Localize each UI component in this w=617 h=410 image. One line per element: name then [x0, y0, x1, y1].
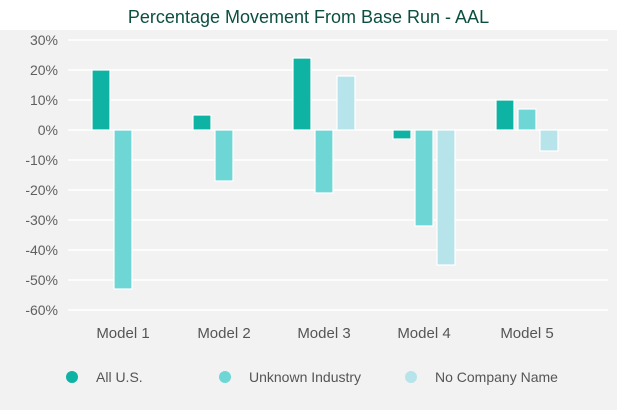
y-tick-label: -60% [25, 302, 58, 318]
legend: All U.S. Unknown Industry No Company Name [66, 369, 558, 385]
y-axis-ticks: 30% 20% 10% 0% -10% -20% -30% -40% -50% -60% [25, 32, 58, 318]
legend-marker [219, 371, 231, 383]
legend-label: Unknown Industry [249, 369, 361, 385]
y-tick-label: -30% [25, 212, 58, 228]
bar-2-1 [113, 129, 133, 290]
bar-1-4 [392, 129, 412, 140]
bar-3-3 [336, 75, 356, 131]
y-tick-label: 30% [30, 32, 58, 48]
chart-title: Percentage Movement From Base Run - AAL [127, 7, 490, 27]
y-tick-label: -50% [25, 272, 58, 288]
category-labels: Model 1 Model 2 Model 3 Model 4 Model 5 [96, 325, 553, 342]
category-label: Model 3 [297, 325, 350, 342]
bar-1-1 [91, 69, 111, 131]
category-label: Model 4 [397, 325, 450, 342]
bar-1-2 [192, 114, 212, 131]
bar-2-5 [517, 108, 537, 131]
category-label: Model 2 [197, 325, 250, 342]
y-tick-label: -40% [25, 242, 58, 258]
bar-2-3 [314, 129, 334, 194]
y-tick-label: 10% [30, 92, 58, 108]
bar-3-5 [539, 129, 559, 152]
legend-marker [66, 371, 78, 383]
legend-label: All U.S. [96, 369, 143, 385]
legend-label: No Company Name [435, 369, 558, 385]
category-label: Model 1 [96, 325, 149, 342]
grid-lines [68, 39, 608, 311]
category-label: Model 5 [500, 325, 553, 342]
bar-3-4 [436, 129, 456, 266]
y-tick-label: 20% [30, 62, 58, 78]
bar-2-4 [414, 129, 434, 227]
bars [91, 57, 559, 290]
y-tick-label: 0% [38, 122, 58, 138]
bar-1-3 [292, 57, 312, 131]
bar-2-2 [214, 129, 234, 182]
y-tick-label: -10% [25, 152, 58, 168]
legend-marker [405, 371, 417, 383]
y-tick-label: -20% [25, 182, 58, 198]
bar-1-5 [495, 99, 515, 131]
